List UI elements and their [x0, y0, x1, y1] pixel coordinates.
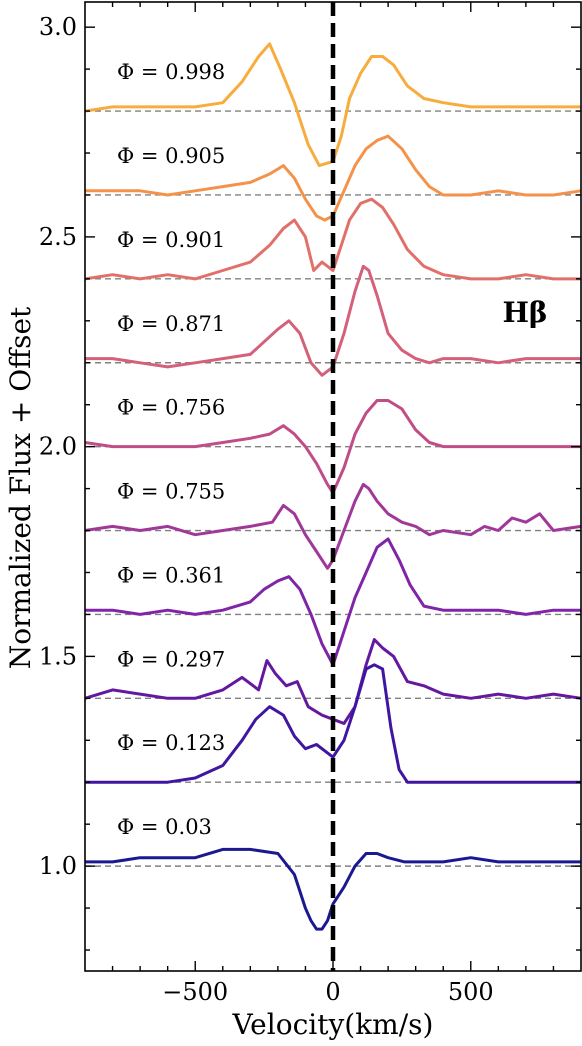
series-line-8 — [85, 663, 581, 784]
series-line-0 — [84, 42, 581, 168]
series-line-1 — [85, 134, 582, 222]
phase-label-8: Φ = 0.123 — [117, 731, 225, 755]
phase-label-1: Φ = 0.905 — [117, 144, 225, 168]
series-line-9 — [85, 847, 581, 931]
series-line-4 — [84, 399, 581, 495]
line-label: Hβ — [502, 296, 547, 329]
series-line-6 — [85, 537, 581, 667]
y-tick-label: 3.0 — [39, 13, 77, 41]
phase-label-4: Φ = 0.756 — [117, 396, 225, 420]
phase-label-5: Φ = 0.755 — [117, 480, 225, 504]
series-lines — [84, 42, 582, 931]
x-tick-label: −500 — [162, 978, 228, 1006]
phase-label-3: Φ = 0.871 — [117, 312, 225, 336]
y-axis-label: Normalized Flux + Offset — [4, 306, 37, 669]
y-tick-label: 1.5 — [39, 642, 77, 670]
phase-label-0: Φ = 0.998 — [117, 60, 225, 84]
y-tick-label: 1.0 — [39, 852, 77, 880]
phase-label-9: Φ = 0.03 — [117, 815, 212, 839]
x-axis-label: Velocity(km/s) — [232, 1008, 434, 1041]
tick-labels: −500 0 500 1.0 1.5 2.0 2.5 3.0 — [39, 13, 494, 1006]
series-line-5 — [84, 482, 582, 570]
x-tick-label: 500 — [448, 978, 494, 1006]
phase-labels: Φ = 0.998 Φ = 0.905 Φ = 0.901 Φ = 0.871 Φ = … — [117, 60, 225, 839]
phase-label-2: Φ = 0.901 — [117, 228, 225, 252]
y-tick-label: 2.0 — [39, 433, 77, 461]
x-tick-label: 0 — [325, 978, 340, 1006]
series-line-2 — [84, 197, 581, 281]
series-line-3 — [85, 264, 581, 377]
phase-label-6: Φ = 0.361 — [117, 563, 225, 587]
phase-label-7: Φ = 0.297 — [117, 647, 225, 671]
y-tick-label: 2.5 — [39, 223, 77, 251]
axis-ticks — [85, 2, 581, 971]
